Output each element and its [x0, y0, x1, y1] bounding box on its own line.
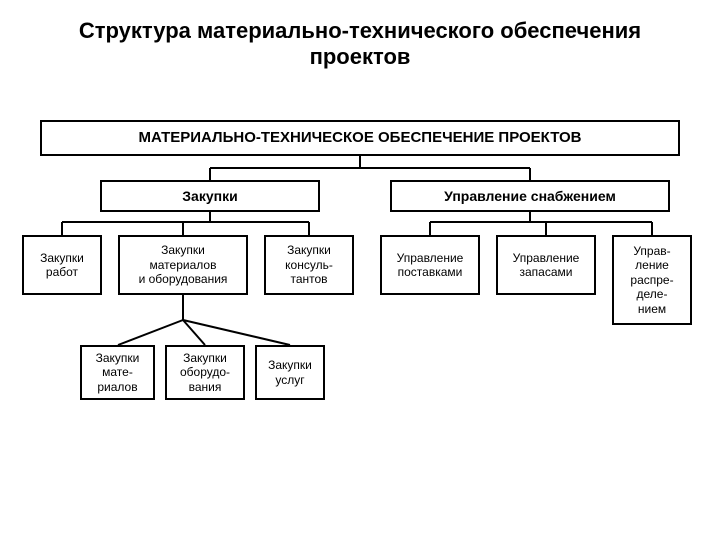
page-title: Структура материально-технического обесп… [0, 0, 720, 80]
level2-node-1: Управление снабжением [390, 180, 670, 212]
level3-node-3: Управлениепоставками [380, 235, 480, 295]
level3-node-0: Закупкиработ [22, 235, 102, 295]
level2-node-0: Закупки [100, 180, 320, 212]
level3-node-4: Управлениезапасами [496, 235, 596, 295]
root-node: МАТЕРИАЛЬНО-ТЕХНИЧЕСКОЕ ОБЕСПЕЧЕНИЕ ПРОЕ… [40, 120, 680, 156]
level4-node-2: Закупкиуслуг [255, 345, 325, 400]
level3-node-5: Управ-лениераспре-деле-нием [612, 235, 692, 325]
level3-node-1: Закупкиматериалови оборудования [118, 235, 248, 295]
level3-node-2: Закупкиконсуль-тантов [264, 235, 354, 295]
level4-node-1: Закупкиоборудо-вания [165, 345, 245, 400]
level4-node-0: Закупкимате-риалов [80, 345, 155, 400]
